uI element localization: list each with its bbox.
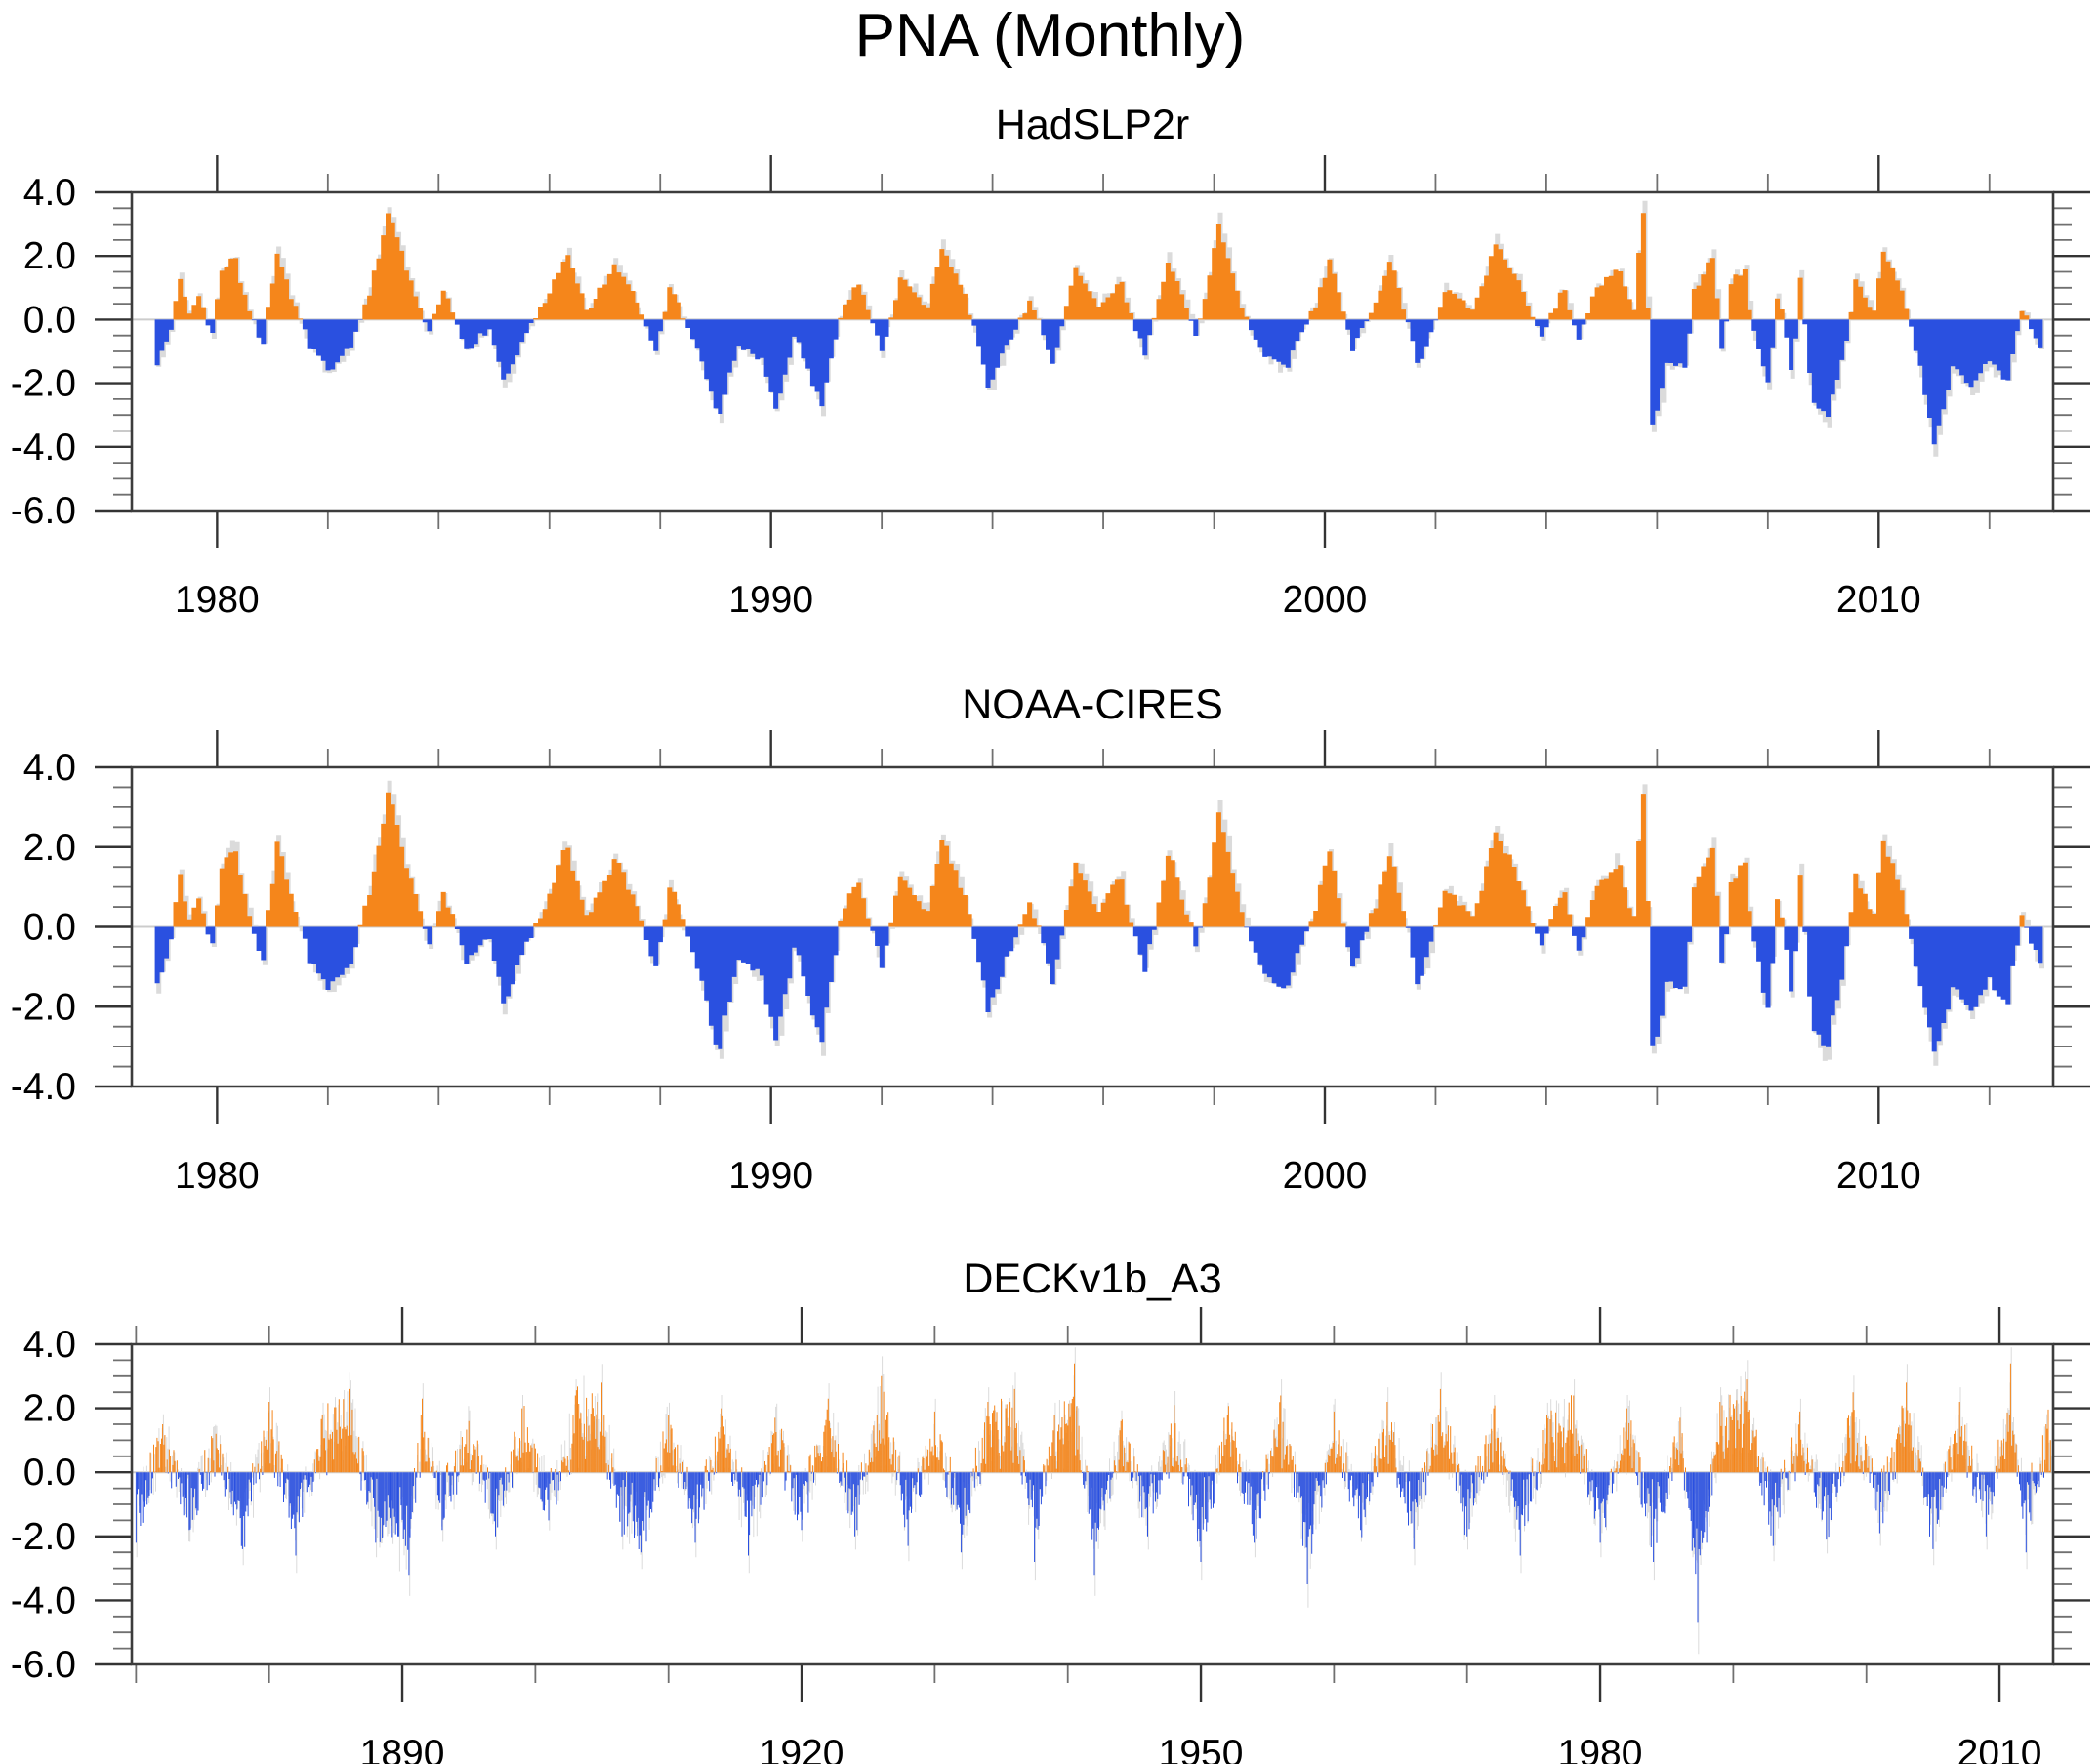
- x-tick-label: 1990: [728, 1155, 813, 1197]
- x-tick-label: 2000: [1283, 1155, 1368, 1197]
- y-tick-label: -4.0: [11, 1579, 76, 1621]
- series-negative-2: [135, 1472, 2044, 1623]
- y-tick-label: 0.0: [23, 1452, 76, 1494]
- x-tick-label: 1950: [1159, 1733, 1244, 1764]
- x-tick-label: 2010: [1957, 1733, 2042, 1764]
- panel-title-hadslp2r: HadSLP2r: [995, 102, 1190, 148]
- series-positive-0: [173, 213, 2030, 320]
- y-tick-label: -6.0: [11, 490, 76, 532]
- y-tick-label: 4.0: [23, 1324, 76, 1366]
- figure-title: PNA (Monthly): [854, 2, 1246, 69]
- x-tick-label: 1990: [728, 579, 813, 621]
- y-tick-label: 2.0: [23, 235, 76, 277]
- panel-title-noaa-cires: NOAA-CIRES: [962, 681, 1223, 728]
- series-positive-2: [149, 1363, 2051, 1473]
- x-tick-label: 1980: [175, 579, 260, 621]
- panel-frame-1: [130, 765, 2055, 1088]
- y-tick-label: -4.0: [11, 1066, 76, 1108]
- y-tick-label: 2.0: [23, 827, 76, 869]
- x-tick-label: 1980: [1558, 1733, 1643, 1764]
- x-tick-label: 1980: [175, 1155, 260, 1197]
- series-negative-1: [154, 926, 2043, 1052]
- y-tick-label: -2.0: [11, 363, 76, 405]
- y-tick-label: -6.0: [11, 1644, 76, 1686]
- x-tick-label: 1920: [760, 1733, 844, 1764]
- y-tick-label: -4.0: [11, 427, 76, 469]
- panel-frame-2: [130, 1342, 2055, 1666]
- y-tick-label: -2.0: [11, 1516, 76, 1558]
- x-tick-label: 1890: [360, 1733, 445, 1764]
- panel-frame-0: [130, 190, 2055, 513]
- x-tick-label: 2010: [1836, 1155, 1921, 1197]
- series-negative-0: [154, 319, 2043, 445]
- panel-title-deckv1b-a3: DECKv1b_A3: [963, 1255, 1222, 1302]
- y-tick-label: 2.0: [23, 1388, 76, 1430]
- y-tick-label: 0.0: [23, 907, 76, 949]
- x-tick-label: 2010: [1836, 579, 1921, 621]
- x-tick-label: 2000: [1283, 579, 1368, 621]
- y-tick-label: 4.0: [23, 172, 76, 214]
- y-tick-label: -2.0: [11, 986, 76, 1028]
- y-tick-label: 4.0: [23, 747, 76, 789]
- y-tick-label: 0.0: [23, 299, 76, 341]
